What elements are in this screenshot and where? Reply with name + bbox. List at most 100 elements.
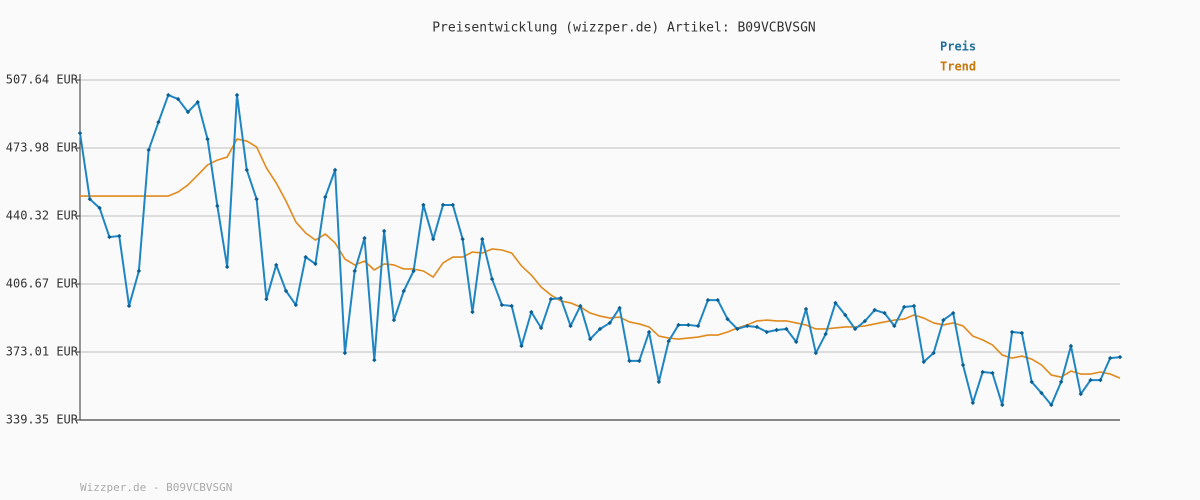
data-point — [175, 96, 181, 102]
footer: Wizzper.de - B09VCBVSGN — [80, 481, 232, 494]
data-point — [234, 92, 240, 98]
data-point — [87, 196, 93, 202]
data-point — [264, 296, 269, 302]
data-point — [323, 194, 328, 200]
y-tick-label: 406.67 EUR — [6, 276, 79, 290]
data-point — [538, 325, 544, 331]
series-line — [80, 138, 1121, 379]
data-point — [1019, 330, 1025, 336]
data-point — [941, 317, 946, 323]
data-point — [1049, 402, 1054, 408]
data-point — [980, 369, 985, 375]
data-point — [921, 359, 926, 365]
data-point — [578, 303, 583, 309]
data-point — [990, 370, 995, 376]
data-point — [332, 167, 338, 173]
data-point — [833, 300, 838, 306]
data-point — [529, 309, 534, 315]
data-point — [244, 167, 249, 173]
data-point — [107, 234, 112, 240]
data-point — [293, 302, 299, 308]
data-point — [1058, 379, 1064, 385]
data-point — [597, 326, 603, 332]
data-point — [224, 264, 230, 270]
data-point — [450, 202, 456, 208]
data-point — [872, 307, 877, 313]
data-point — [391, 317, 397, 323]
data-point — [1107, 355, 1113, 361]
data-point — [1117, 354, 1123, 360]
data-point — [97, 205, 102, 211]
data-point — [558, 295, 563, 301]
data-point — [126, 303, 132, 309]
data-point — [568, 323, 573, 329]
data-point — [901, 304, 907, 310]
data-point — [686, 322, 691, 328]
data-point — [195, 99, 200, 105]
data-point — [401, 288, 406, 294]
data-point — [1039, 390, 1044, 396]
y-tick-label: 507.64 EUR — [6, 73, 79, 87]
data-point — [794, 339, 799, 345]
legend-label: Trend — [940, 60, 976, 74]
data-point — [411, 268, 416, 274]
data-point — [440, 202, 446, 208]
data-point — [676, 322, 681, 328]
data-point — [656, 379, 662, 385]
data-point — [813, 350, 819, 356]
data-point — [421, 202, 426, 208]
data-point — [313, 261, 318, 267]
data-point — [1068, 343, 1074, 349]
data-point — [303, 254, 308, 260]
data-point — [607, 320, 613, 326]
data-point — [715, 297, 720, 303]
data-point — [843, 312, 848, 318]
data-point — [862, 318, 868, 324]
data-point — [627, 358, 632, 364]
data-point — [431, 236, 436, 242]
data-point — [548, 296, 554, 302]
data-point — [852, 326, 858, 332]
y-tick-label: 339.35 EUR — [6, 413, 79, 427]
data-point — [823, 331, 828, 337]
data-point — [617, 305, 622, 311]
data-point — [136, 268, 142, 274]
data-point — [764, 329, 769, 335]
data-point — [1000, 402, 1005, 408]
data-point — [166, 92, 171, 98]
data-point — [951, 310, 956, 316]
data-point — [695, 323, 701, 329]
data-point — [117, 233, 122, 239]
legend-label: Preis — [940, 40, 976, 54]
data-point — [362, 235, 367, 241]
y-tick-label: 440.32 EUR — [6, 209, 79, 223]
data-point — [480, 236, 485, 242]
data-point — [1098, 377, 1103, 383]
data-point — [931, 350, 936, 356]
data-point — [460, 236, 465, 242]
data-point — [774, 327, 779, 333]
data-point — [744, 323, 750, 329]
data-point — [754, 324, 760, 330]
data-point — [1078, 391, 1083, 397]
data-point — [470, 309, 475, 315]
data-point — [646, 329, 652, 335]
data-point — [1029, 379, 1034, 385]
data-point — [156, 119, 161, 125]
data-point — [882, 310, 887, 316]
data-point — [283, 288, 289, 294]
data-point — [519, 343, 524, 349]
data-point — [892, 323, 897, 329]
data-point — [803, 306, 809, 312]
y-tick-label: 373.01 EUR — [6, 344, 79, 358]
data-point — [735, 326, 740, 332]
data-point — [587, 336, 593, 342]
y-tick-label: 473.98 EUR — [6, 141, 79, 155]
data-point — [381, 228, 387, 234]
data-point — [342, 350, 348, 356]
data-point — [499, 302, 505, 308]
data-point — [666, 338, 671, 344]
